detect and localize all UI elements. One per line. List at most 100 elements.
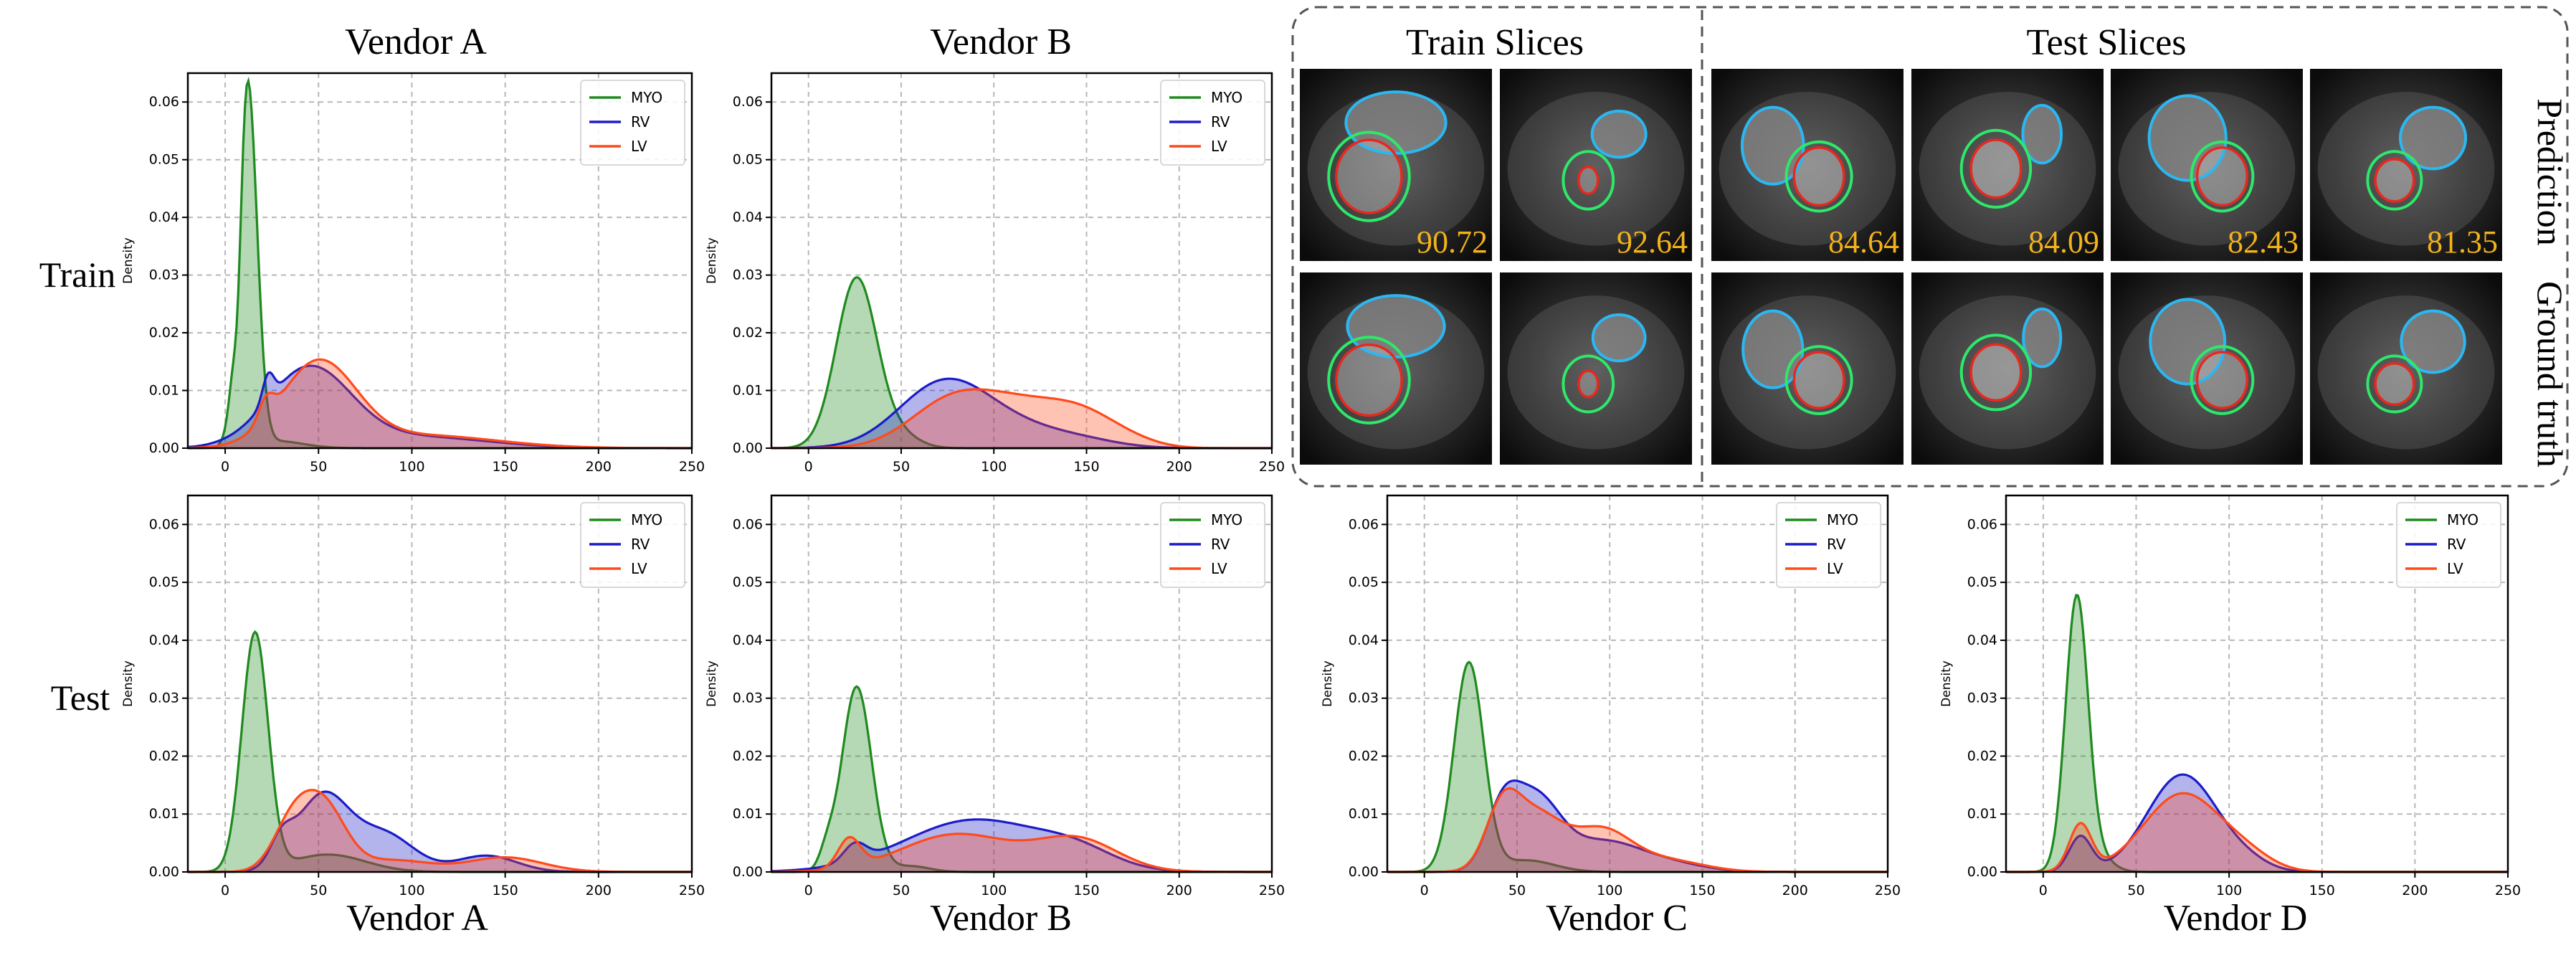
mri-rv-cavity (2023, 308, 2062, 367)
y-tick-label: 0.06 (149, 94, 179, 110)
contour-lv (1577, 165, 1600, 195)
mri-rv-cavity (2023, 105, 2062, 163)
bottom-label-vendor-d: Vendor D (2164, 898, 2308, 939)
density-fill-myo (1387, 662, 1888, 872)
bottom-label-vendor-c: Vendor C (1546, 898, 1688, 939)
y-tick-label: 0.02 (149, 325, 179, 341)
y-axis-label: Density (1321, 660, 1335, 707)
y-tick-label: 0.00 (1349, 864, 1379, 880)
contour-myo (2190, 345, 2255, 415)
y-tick-label: 0.01 (733, 806, 763, 822)
y-tick-label: 0.05 (149, 152, 179, 168)
dice-score: 84.09 (2028, 224, 2099, 260)
inset-row-label-prediction: Prediction (2530, 98, 2570, 246)
mri-lv-cavity (1336, 140, 1402, 213)
mri-inset: Train Slices Test Slices Prediction Grou… (1291, 6, 2570, 488)
legend-label-myo: MYO (631, 89, 662, 106)
legend-box (1160, 80, 1265, 166)
y-tick-label: 0.06 (1349, 516, 1379, 532)
mri-lv-cavity (1794, 351, 1844, 409)
legend-label-myo: MYO (631, 511, 662, 528)
mri-lv-cavity (1578, 370, 1598, 398)
y-tick-label: 0.01 (149, 806, 179, 822)
legend-label-lv: LV (631, 138, 647, 155)
x-tick-label: 150 (1073, 883, 1099, 898)
chart-test-vendor-a: 0 50 100 150 200 250 0.00 0.01 0.02 0.03 0.04 0.05 0… (121, 494, 705, 898)
y-tick-label: 0.05 (1967, 574, 1997, 590)
contour-lv (1335, 138, 1403, 214)
x-tick-label: 250 (679, 883, 705, 898)
legend-box (580, 80, 685, 166)
contour-lv (2374, 158, 2415, 203)
y-tick-label: 0.06 (733, 516, 763, 532)
x-tick-label: 250 (1259, 459, 1285, 475)
x-tick-label: 100 (2216, 883, 2242, 898)
x-tick-label: 0 (2039, 883, 2048, 898)
mri-lv-cavity (2197, 147, 2248, 206)
x-tick-label: 200 (1166, 883, 1192, 898)
y-tick-label: 0.03 (1349, 691, 1379, 706)
mri-tile-ground-truth-1 (1300, 272, 1492, 465)
x-tick-label: 250 (2495, 883, 2521, 898)
density-fill-rv (188, 792, 692, 872)
inset-dashed-frame (1291, 6, 2569, 488)
contour-lv (1577, 369, 1600, 399)
x-tick-label: 200 (586, 459, 612, 475)
y-tick-label: 0.04 (1967, 632, 1997, 648)
mri-rv-cavity (1592, 314, 1646, 361)
dice-score: 92.64 (1617, 224, 1688, 260)
axes-frame (1386, 494, 1889, 873)
density-fill-rv (188, 366, 692, 448)
density-fill-lv (188, 359, 692, 448)
y-tick-label: 0.01 (1349, 806, 1379, 822)
chart-test-vendor-c: 0 50 100 150 200 250 0.00 0.01 0.02 0.03 0.04 0.05 0… (1321, 494, 1901, 898)
density-fill-lv (188, 789, 692, 872)
mri-lv-cavity (2375, 362, 2414, 405)
density-fill-lv (771, 833, 1272, 872)
y-tick-label: 0.02 (1967, 748, 1997, 764)
y-tick-label: 0.04 (1349, 632, 1379, 648)
row-label-test: Test (51, 678, 110, 718)
legend-label-myo: MYO (2447, 511, 2478, 528)
mri-tile-ground-truth-2 (1500, 272, 1692, 465)
x-tick-label: 150 (1689, 883, 1715, 898)
x-tick-label: 50 (1508, 883, 1526, 898)
inset-train-title: Train Slices (1406, 22, 1584, 63)
density-fill-rv (2006, 774, 2508, 872)
x-tick-label: 100 (1597, 883, 1622, 898)
mri-tile-ground-truth-4 (1911, 272, 2104, 465)
dice-score: 90.72 (1417, 224, 1488, 260)
contour-myo (1327, 131, 1411, 222)
mri-lv-cavity (1971, 343, 2021, 402)
density-fill-myo (188, 632, 692, 872)
contour-lv (1335, 343, 1403, 417)
y-tick-label: 0.06 (1967, 516, 1997, 532)
legend-box (1160, 502, 1265, 588)
contour-rv (1590, 109, 1648, 159)
contour-myo (1959, 333, 2033, 412)
x-tick-label: 100 (981, 883, 1007, 898)
mri-rv-cavity (1346, 92, 1446, 153)
x-tick-label: 150 (2309, 883, 2335, 898)
legend-label-rv: RV (631, 536, 650, 553)
contour-rv (2147, 94, 2228, 182)
contour-lv (1969, 138, 2023, 199)
y-tick-label: 0.06 (733, 94, 763, 110)
y-tick-label: 0.05 (149, 574, 179, 590)
y-tick-label: 0.00 (149, 864, 179, 880)
contour-rv (1346, 294, 1446, 359)
density-fill-rv (1387, 780, 1888, 872)
mri-tile-prediction-1: 90.72 (1300, 69, 1492, 261)
inset-test-title: Test Slices (2026, 22, 2186, 63)
contour-rv (2398, 105, 2468, 171)
legend-label-rv: RV (2447, 536, 2466, 553)
mri-background (1500, 69, 1692, 261)
x-tick-label: 150 (1073, 459, 1099, 475)
legend-box (580, 502, 685, 588)
density-line-lv (771, 388, 1272, 450)
mri-tile-prediction-4: 84.09 (1911, 69, 2104, 261)
contour-lv (1792, 146, 1845, 207)
mri-lv-cavity (1578, 166, 1598, 194)
legend-label-lv: LV (1211, 560, 1227, 577)
col-title-vendor-a: Vendor A (345, 22, 487, 62)
